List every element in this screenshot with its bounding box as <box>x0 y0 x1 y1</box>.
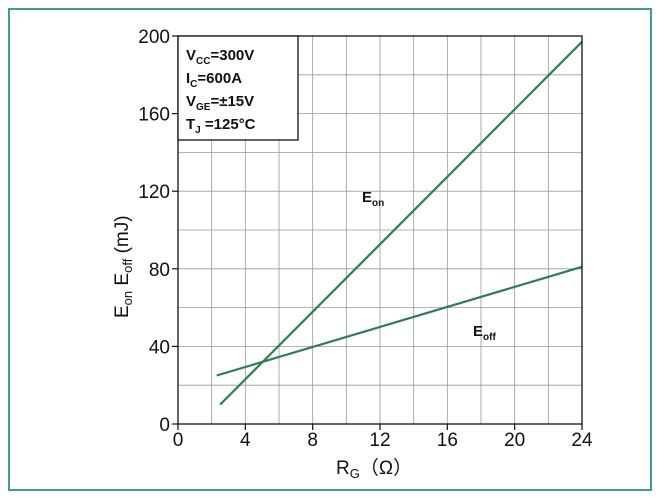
series-label-eon: Eon <box>362 189 384 209</box>
x-tick-label: 20 <box>504 430 525 451</box>
y-tick-label: 40 <box>149 337 170 358</box>
y-tick-label: 120 <box>138 182 170 203</box>
x-axis-label: RG（Ω） <box>336 457 412 481</box>
condition-tj: TJ =125°C <box>186 116 256 136</box>
x-tick-label: 8 <box>307 430 318 451</box>
y-tick-label: 200 <box>138 27 170 48</box>
series-layer <box>216 41 583 406</box>
chart-frame <box>8 8 652 491</box>
ticks: 0 4 8 12 16 20 24 0 40 80 120 160 200 <box>138 27 593 451</box>
x-tick-label: 0 <box>173 430 184 451</box>
series-line-eoff <box>216 265 583 377</box>
y-tick-label: 0 <box>159 415 170 436</box>
series-label-eoff: Eoff <box>473 323 496 343</box>
conditions-box: VCC=300V IC=600A VGE=±15V TJ =125°C <box>177 35 299 141</box>
y-tick-label: 160 <box>138 105 170 126</box>
x-tick-label: 16 <box>437 430 458 451</box>
condition-vge: VGE=±15V <box>186 93 254 113</box>
conditions-box-border <box>177 35 299 141</box>
x-tick-label: 12 <box>369 430 390 451</box>
y-tick-label: 80 <box>149 260 170 281</box>
x-tick-label: 4 <box>240 430 251 451</box>
condition-ic: IC=600A <box>186 70 242 90</box>
grid <box>178 36 582 424</box>
series-line-eon <box>219 41 583 406</box>
y-axis-label: Eon Eoff (mJ) <box>112 215 135 318</box>
condition-vcc: VCC=300V <box>186 47 254 67</box>
x-tick-label: 24 <box>571 430 593 451</box>
